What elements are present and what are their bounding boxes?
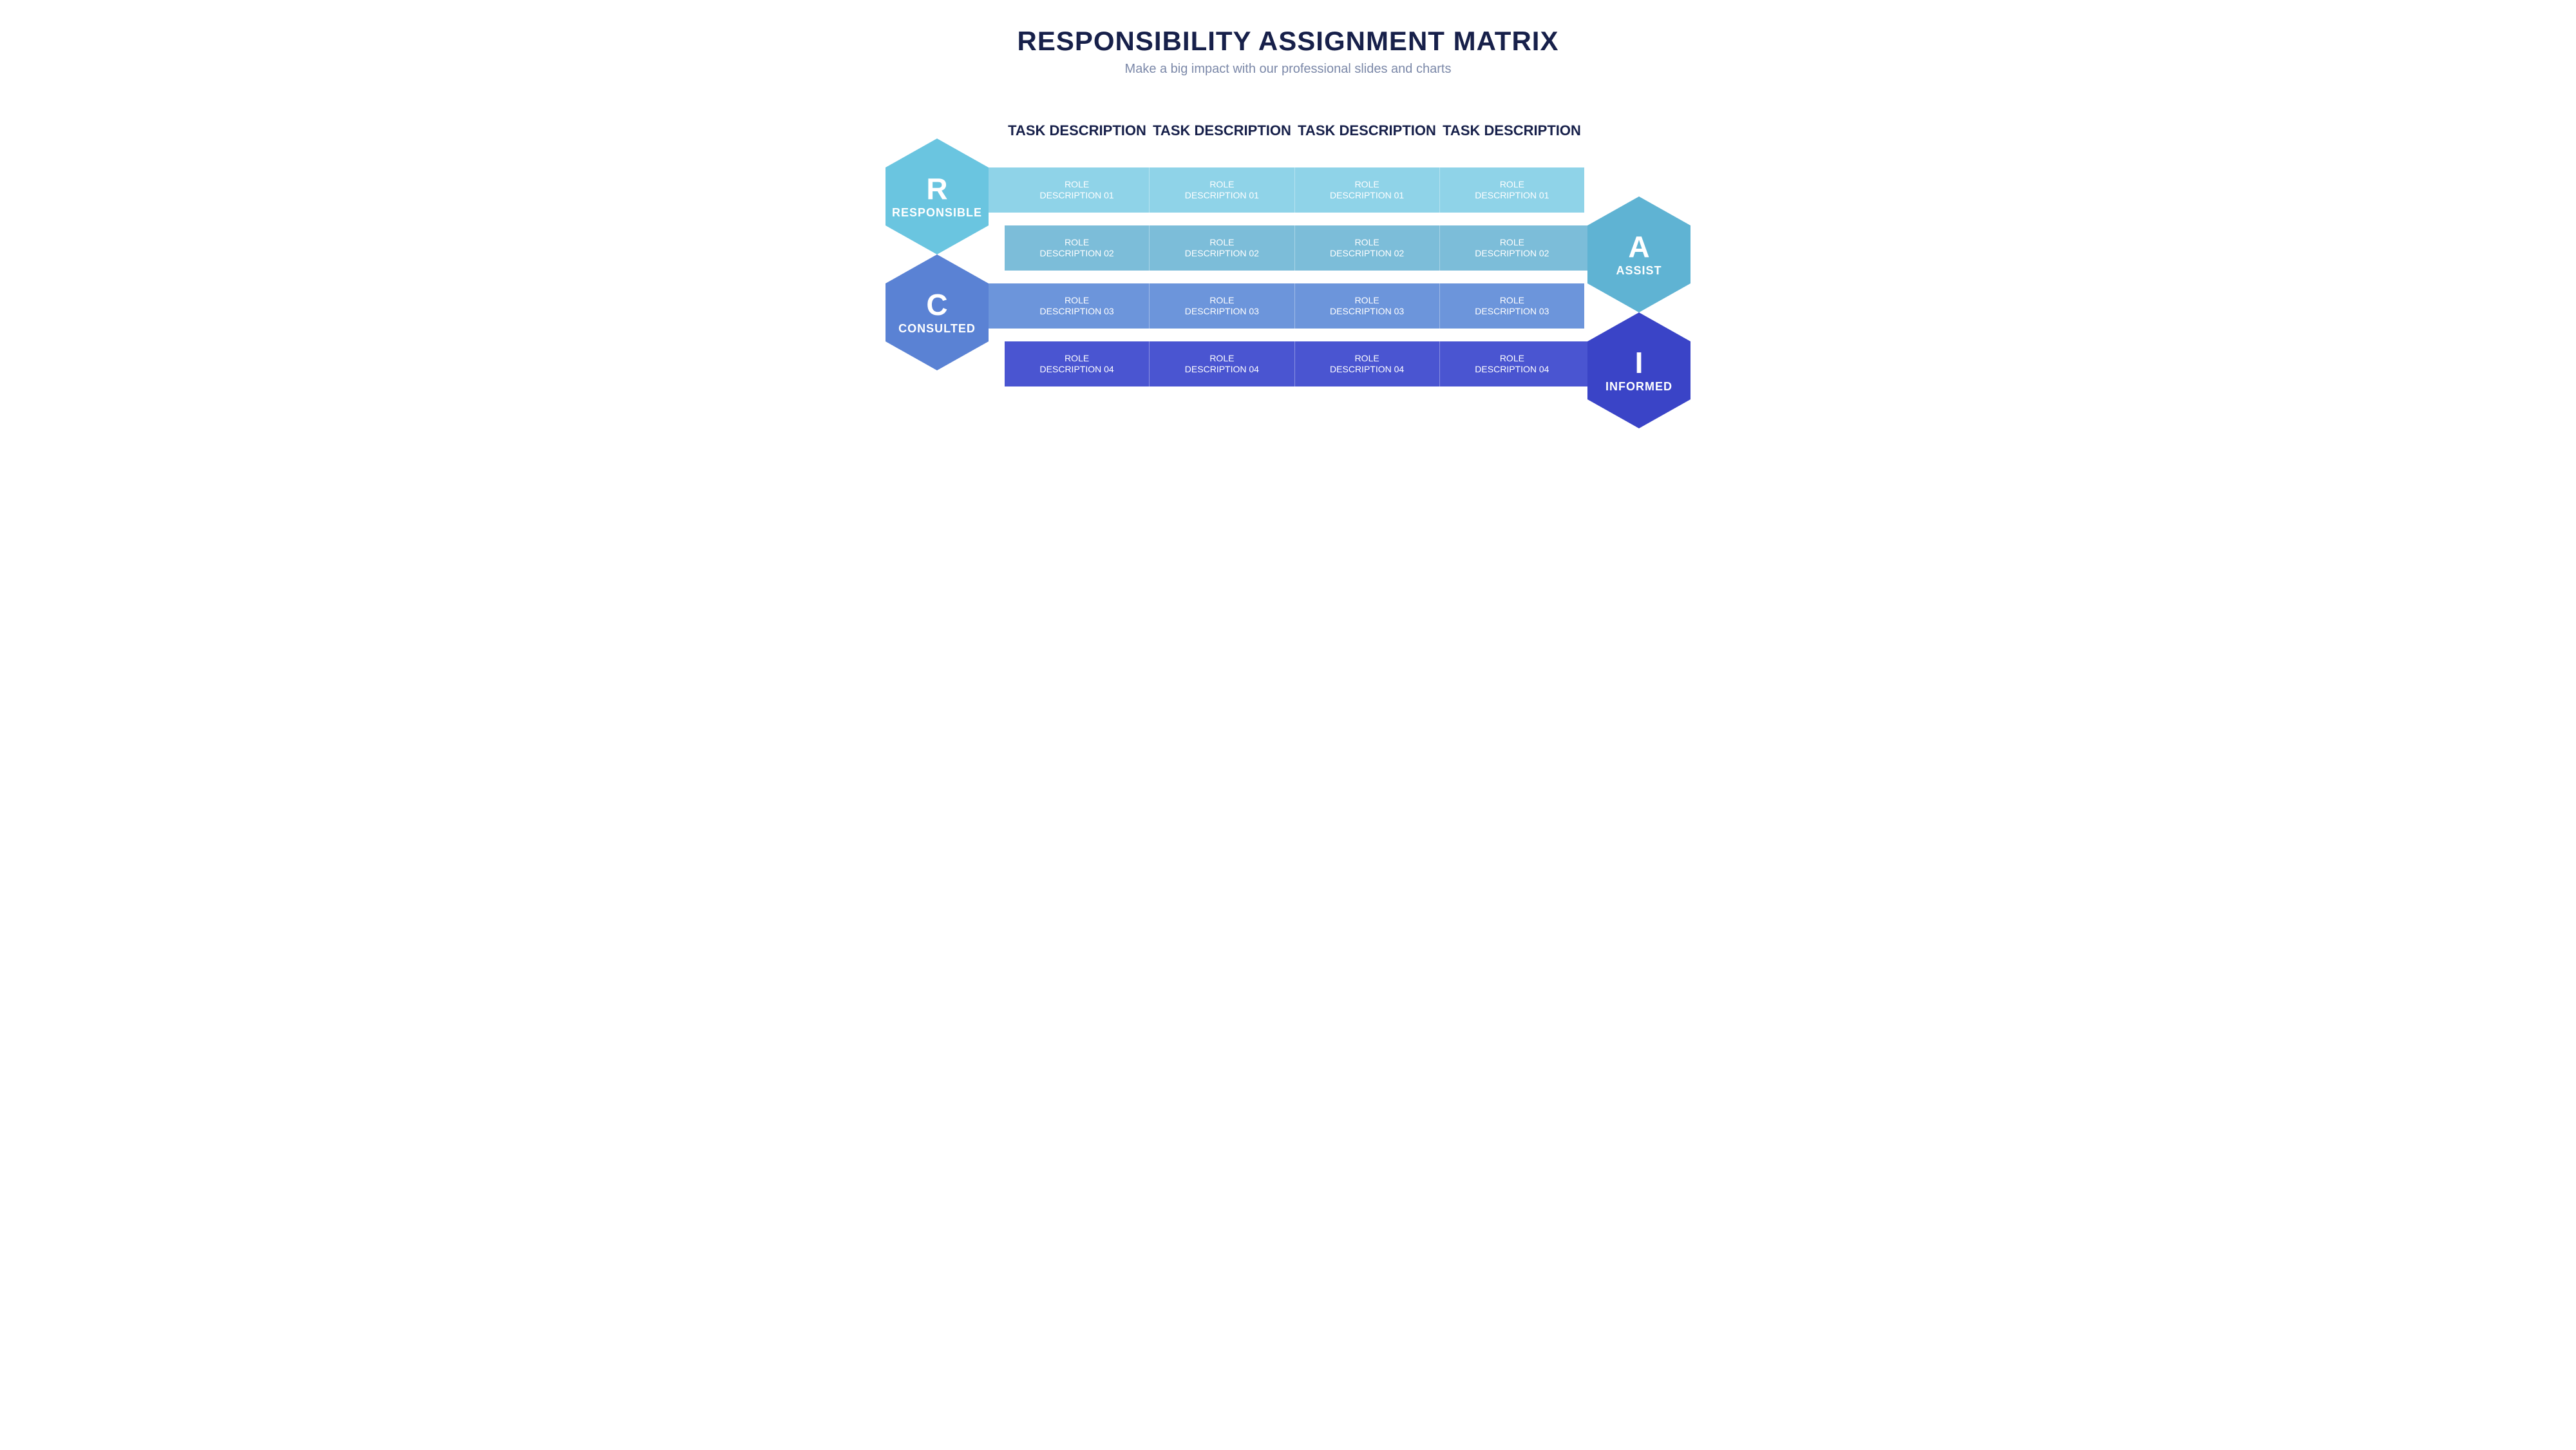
cell-3-3-line2: DESCRIPTION 04 — [1475, 364, 1549, 376]
cell-3-0-line1: ROLE — [1065, 353, 1089, 365]
cell-1-2: ROLE DESCRIPTION 02 — [1294, 225, 1439, 271]
cell-2-0-line2: DESCRIPTION 03 — [1040, 306, 1114, 318]
cell-0-3-line2: DESCRIPTION 01 — [1475, 190, 1549, 202]
cell-2-2-line1: ROLE — [1355, 295, 1379, 307]
hexagon-c-letter: C — [926, 290, 947, 320]
cell-1-1: ROLE DESCRIPTION 02 — [1149, 225, 1294, 271]
cell-3-3: ROLE DESCRIPTION 04 — [1439, 341, 1584, 386]
row-bar-0: ROLE DESCRIPTION 01 ROLE DESCRIPTION 01 … — [937, 167, 1584, 213]
cell-1-1-line2: DESCRIPTION 02 — [1185, 248, 1259, 260]
hexagon-r: R RESPONSIBLE — [886, 138, 989, 254]
cell-1-2-line2: DESCRIPTION 02 — [1330, 248, 1404, 260]
hexagon-i-label: INFORMED — [1605, 380, 1672, 394]
cell-2-1: ROLE DESCRIPTION 03 — [1149, 283, 1294, 329]
hexagon-a: A ASSIST — [1587, 196, 1690, 312]
column-header-3: TASK DESCRIPTION — [1439, 122, 1584, 138]
column-header-3-line2: DESCRIPTION — [1484, 122, 1581, 138]
cell-1-3-line2: DESCRIPTION 02 — [1475, 248, 1549, 260]
cell-3-2-line1: ROLE — [1355, 353, 1379, 365]
cell-1-0-line2: DESCRIPTION 02 — [1040, 248, 1114, 260]
hexagon-i: I INFORMED — [1587, 312, 1690, 428]
cell-2-0-line1: ROLE — [1065, 295, 1089, 307]
hexagon-c-label: CONSULTED — [898, 322, 976, 336]
column-header-3-line1: TASK — [1443, 122, 1480, 138]
cell-0-1-line2: DESCRIPTION 01 — [1185, 190, 1259, 202]
cell-1-3-line1: ROLE — [1500, 237, 1524, 249]
cell-0-0-line1: ROLE — [1065, 179, 1089, 191]
cell-3-1-line1: ROLE — [1209, 353, 1234, 365]
cell-0-0: ROLE DESCRIPTION 01 — [1005, 167, 1149, 213]
page-title: RESPONSIBILITY ASSIGNMENT MATRIX — [824, 26, 1752, 57]
column-header-0-line1: TASK — [1008, 122, 1045, 138]
cell-3-1-line2: DESCRIPTION 04 — [1185, 364, 1259, 376]
slide-canvas: RESPONSIBILITY ASSIGNMENT MATRIX Make a … — [824, 0, 1752, 522]
row-bar-3: ROLE DESCRIPTION 04 ROLE DESCRIPTION 04 … — [1005, 341, 1639, 386]
hexagon-i-letter: I — [1635, 348, 1643, 377]
page-subtitle: Make a big impact with our professional … — [824, 62, 1752, 77]
cell-2-3-line2: DESCRIPTION 03 — [1475, 306, 1549, 318]
cell-2-0: ROLE DESCRIPTION 03 — [1005, 283, 1149, 329]
cell-2-2: ROLE DESCRIPTION 03 — [1294, 283, 1439, 329]
cell-3-0: ROLE DESCRIPTION 04 — [1005, 341, 1149, 386]
cell-3-2: ROLE DESCRIPTION 04 — [1294, 341, 1439, 386]
cell-3-0-line2: DESCRIPTION 04 — [1040, 364, 1114, 376]
row-bar-1: ROLE DESCRIPTION 02 ROLE DESCRIPTION 02 … — [1005, 225, 1639, 271]
cell-0-3-line1: ROLE — [1500, 179, 1524, 191]
cell-1-0: ROLE DESCRIPTION 02 — [1005, 225, 1149, 271]
column-header-1-line1: TASK — [1153, 122, 1190, 138]
hexagon-r-label: RESPONSIBLE — [892, 206, 982, 220]
cell-2-3: ROLE DESCRIPTION 03 — [1439, 283, 1584, 329]
cell-2-3-line1: ROLE — [1500, 295, 1524, 307]
cell-1-1-line1: ROLE — [1209, 237, 1234, 249]
column-header-0: TASK DESCRIPTION — [1005, 122, 1150, 138]
cell-0-2-line2: DESCRIPTION 01 — [1330, 190, 1404, 202]
cell-3-1: ROLE DESCRIPTION 04 — [1149, 341, 1294, 386]
cell-1-0-line1: ROLE — [1065, 237, 1089, 249]
hexagon-r-letter: R — [926, 174, 947, 204]
cell-0-2: ROLE DESCRIPTION 01 — [1294, 167, 1439, 213]
cell-0-0-line2: DESCRIPTION 01 — [1040, 190, 1114, 202]
column-header-2-line1: TASK — [1298, 122, 1335, 138]
column-header-2-line2: DESCRIPTION — [1340, 122, 1436, 138]
cell-2-2-line2: DESCRIPTION 03 — [1330, 306, 1404, 318]
column-header-1-line2: DESCRIPTION — [1195, 122, 1291, 138]
cell-0-3: ROLE DESCRIPTION 01 — [1439, 167, 1584, 213]
hexagon-a-letter: A — [1628, 232, 1649, 262]
row-bar-2: ROLE DESCRIPTION 03 ROLE DESCRIPTION 03 … — [937, 283, 1584, 329]
hexagon-a-label: ASSIST — [1616, 264, 1662, 278]
cell-3-2-line2: DESCRIPTION 04 — [1330, 364, 1404, 376]
cell-0-1: ROLE DESCRIPTION 01 — [1149, 167, 1294, 213]
cell-2-1-line2: DESCRIPTION 03 — [1185, 306, 1259, 318]
cell-3-3-line1: ROLE — [1500, 353, 1524, 365]
column-header-1: TASK DESCRIPTION — [1150, 122, 1294, 138]
column-header-2: TASK DESCRIPTION — [1294, 122, 1439, 138]
hexagon-c: C CONSULTED — [886, 254, 989, 370]
column-header-0-line2: DESCRIPTION — [1050, 122, 1146, 138]
cell-1-2-line1: ROLE — [1355, 237, 1379, 249]
cell-2-1-line1: ROLE — [1209, 295, 1234, 307]
cell-0-1-line1: ROLE — [1209, 179, 1234, 191]
cell-0-2-line1: ROLE — [1355, 179, 1379, 191]
cell-1-3: ROLE DESCRIPTION 02 — [1439, 225, 1584, 271]
